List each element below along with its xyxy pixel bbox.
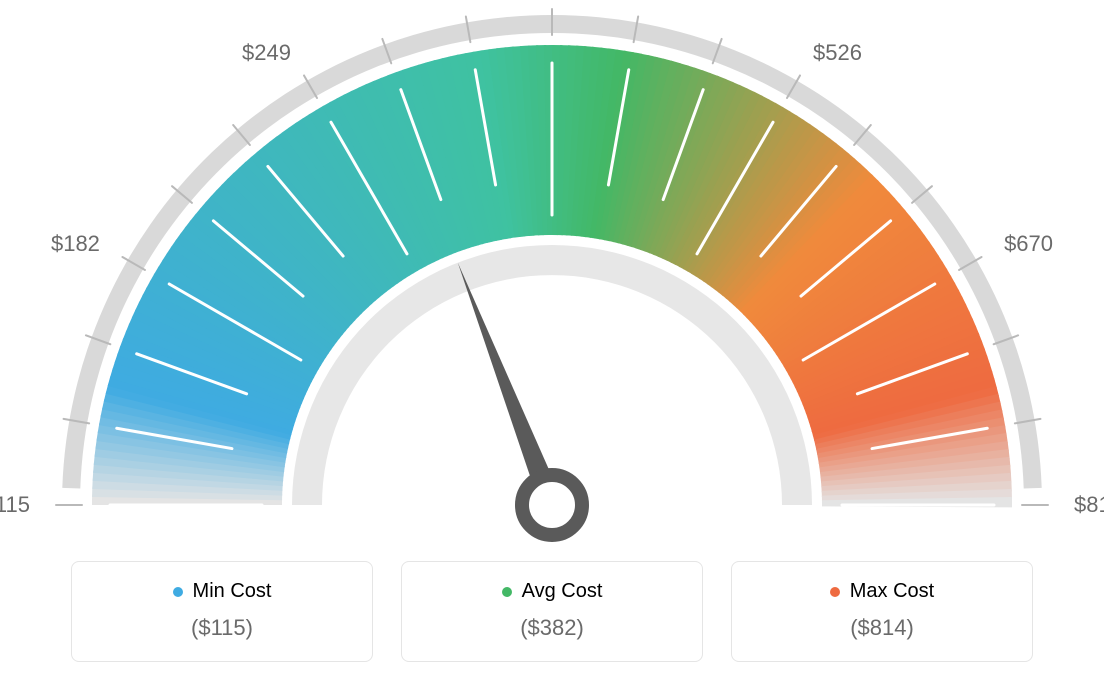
min-cost-title: Min Cost: [193, 580, 272, 603]
cost-gauge: [0, 0, 1104, 560]
max-cost-card: Max Cost ($814): [731, 561, 1033, 662]
avg-cost-dot: [502, 587, 512, 597]
avg-cost-title: Avg Cost: [522, 580, 603, 603]
avg-cost-value: ($382): [402, 615, 702, 641]
gauge-label: $249: [242, 40, 291, 66]
avg-cost-card: Avg Cost ($382): [401, 561, 703, 662]
gauge-label: $115: [0, 492, 30, 518]
max-cost-dot: [830, 587, 840, 597]
gauge-label: $670: [1004, 231, 1053, 257]
min-cost-card: Min Cost ($115): [71, 561, 373, 662]
gauge-label: $182: [51, 231, 100, 257]
min-cost-value: ($115): [72, 615, 372, 641]
legend-row: Min Cost ($115) Avg Cost ($382) Max Cost…: [0, 561, 1104, 662]
max-cost-value: ($814): [732, 615, 1032, 641]
max-cost-title: Max Cost: [850, 580, 934, 603]
gauge-label: $814: [1074, 492, 1104, 518]
gauge-label: $526: [813, 40, 862, 66]
min-cost-dot: [173, 587, 183, 597]
